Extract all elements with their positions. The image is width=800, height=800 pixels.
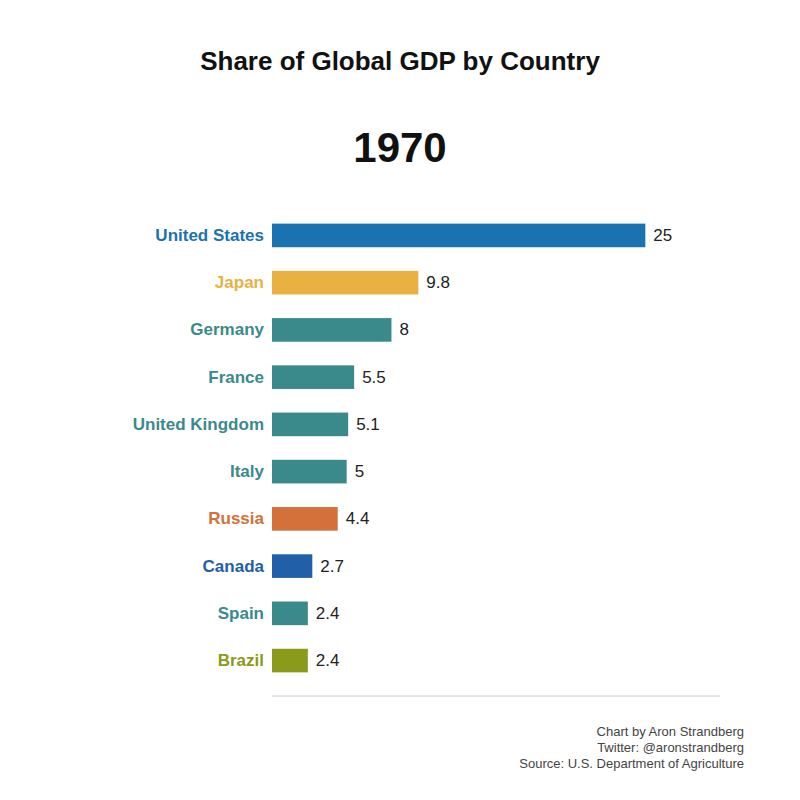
value-label: 2.4 xyxy=(316,604,340,623)
category-label: Japan xyxy=(215,273,264,292)
bar xyxy=(272,460,347,484)
footnote: Source: U.S. Department of Agriculture xyxy=(519,756,744,771)
category-label: Italy xyxy=(230,462,265,481)
category-label: Canada xyxy=(203,557,265,576)
footnote: Twitter: @aronstrandberg xyxy=(597,740,744,755)
footnote: Chart by Aron Strandberg xyxy=(597,724,744,739)
background xyxy=(0,0,800,800)
category-label: United States xyxy=(155,226,264,245)
value-label: 2.7 xyxy=(320,557,344,576)
value-label: 25 xyxy=(653,226,672,245)
value-label: 8 xyxy=(399,320,408,339)
value-label: 5 xyxy=(355,462,364,481)
bar xyxy=(272,224,645,248)
category-label: Russia xyxy=(208,509,264,528)
value-label: 5.1 xyxy=(356,415,380,434)
value-label: 9.8 xyxy=(426,273,450,292)
value-label: 4.4 xyxy=(346,509,370,528)
labels: United States 25 Japan 9.8 Germany 8 France 5.5… xyxy=(133,226,673,670)
bar xyxy=(272,271,418,295)
value-label: 2.4 xyxy=(316,651,340,670)
category-label: United Kingdom xyxy=(133,415,264,434)
chart: Share of Global GDP by Country 1970 United… xyxy=(0,0,800,800)
subtitle: 1970 xyxy=(353,124,446,171)
x-axis-line xyxy=(272,696,720,697)
category-label: Brazil xyxy=(218,651,264,670)
bars xyxy=(272,224,645,673)
bar xyxy=(272,649,308,673)
title: Share of Global GDP by Country xyxy=(200,46,600,76)
category-label: Spain xyxy=(218,604,264,623)
bar xyxy=(272,365,354,389)
bar xyxy=(272,554,312,578)
value-label: 5.5 xyxy=(362,368,386,387)
bar xyxy=(272,413,348,437)
category-label: Germany xyxy=(190,320,264,339)
bar xyxy=(272,318,391,342)
bar xyxy=(272,507,338,531)
bar xyxy=(272,602,308,626)
category-label: France xyxy=(208,368,264,387)
